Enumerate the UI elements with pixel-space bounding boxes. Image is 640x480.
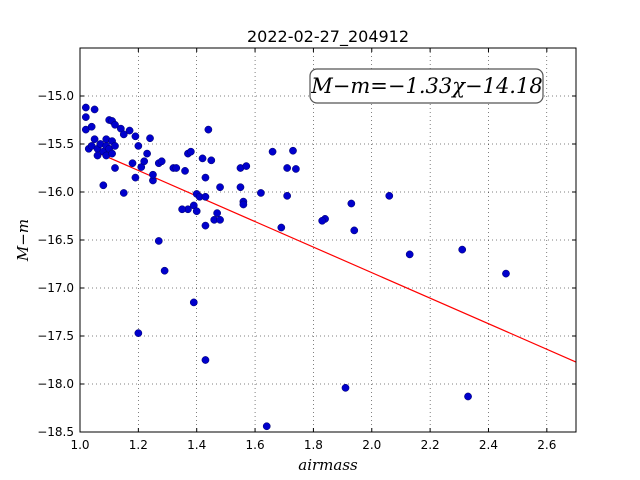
data-point	[502, 269, 510, 278]
data-point	[262, 422, 271, 431]
data-points	[81, 103, 510, 431]
data-point	[131, 173, 140, 182]
data-point	[207, 156, 216, 165]
data-point	[187, 147, 195, 156]
data-point	[128, 159, 137, 168]
data-point	[239, 200, 248, 209]
y-tick-label: −16.5	[37, 233, 74, 247]
fit-equation-frame	[309, 68, 544, 104]
y-tick-label: −15.5	[37, 137, 74, 151]
data-point	[341, 383, 350, 392]
fit-line-layer	[100, 153, 577, 363]
data-point	[93, 151, 102, 160]
data-point	[201, 192, 210, 201]
data-point	[119, 189, 128, 197]
data-point	[154, 237, 163, 245]
x-tick-label: 1.4	[187, 438, 206, 452]
chart-title: 2022-02-27_204912	[247, 27, 409, 47]
x-tick-label: 1.2	[129, 438, 148, 452]
data-point	[111, 164, 119, 172]
y-axis-label: M−m	[14, 219, 32, 262]
data-point	[201, 221, 210, 230]
x-axis-label: airmass	[298, 456, 358, 474]
data-point	[119, 130, 128, 139]
data-point	[146, 134, 154, 143]
plot-frame	[79, 47, 577, 433]
data-point	[464, 392, 472, 401]
data-point	[90, 135, 99, 144]
data-point	[385, 191, 394, 200]
data-point	[292, 165, 300, 173]
data-point	[236, 183, 245, 192]
data-point	[178, 205, 186, 214]
data-point	[213, 209, 221, 217]
data-point	[289, 146, 297, 155]
x-tick-label: 1.6	[246, 438, 265, 452]
data-point	[350, 226, 359, 235]
data-point	[405, 250, 414, 259]
fit-equation: M−m=−1.33χ−14.18	[310, 74, 542, 98]
y-tick-label: −18.5	[37, 425, 74, 439]
data-point	[87, 122, 96, 131]
data-point	[108, 149, 116, 158]
data-point	[204, 125, 213, 134]
data-point	[268, 147, 277, 156]
x-tick-label: 1.8	[304, 438, 323, 452]
data-point	[201, 173, 210, 182]
x-tick-label: 2.4	[479, 438, 498, 452]
x-tick-label: 2.6	[537, 438, 556, 452]
data-point	[134, 329, 143, 337]
data-point	[257, 189, 265, 197]
data-point	[111, 142, 119, 150]
data-point	[149, 170, 157, 179]
data-point	[189, 298, 198, 307]
data-point	[160, 266, 169, 275]
data-point	[131, 132, 140, 141]
y-tick-label: −18.0	[37, 377, 74, 391]
data-point	[192, 207, 201, 216]
grid	[79, 48, 576, 433]
data-point	[181, 167, 189, 175]
data-point	[283, 164, 292, 172]
data-point	[134, 142, 143, 150]
data-point	[201, 356, 210, 364]
data-point	[99, 181, 108, 190]
axis-ticks: 1.0 1.2 1.4 1.6 1.8 2.0 2.2 2.4 2.6 −15.0 −15.5 −16…	[37, 48, 576, 452]
data-point	[81, 113, 90, 121]
data-point	[81, 103, 90, 112]
y-tick-label: −16.0	[37, 185, 74, 199]
fit-line	[100, 153, 577, 363]
y-tick-label: −15.0	[37, 89, 74, 103]
data-point	[172, 164, 181, 172]
data-point	[216, 183, 224, 192]
data-point	[216, 215, 224, 224]
y-tick-label: −17.5	[37, 329, 74, 343]
data-point	[283, 191, 292, 200]
data-point	[277, 223, 286, 232]
data-point	[242, 162, 251, 170]
x-tick-label: 1.0	[70, 438, 89, 452]
y-tick-label: −17.0	[37, 281, 74, 295]
data-point	[90, 105, 99, 114]
data-point	[458, 245, 467, 254]
data-point	[143, 149, 151, 158]
fit-equation-box: M−m=−1.33χ−14.18	[309, 68, 544, 104]
data-point	[347, 199, 356, 208]
data-point	[318, 216, 327, 225]
data-point	[111, 120, 119, 129]
data-point	[198, 154, 207, 163]
data-point	[125, 126, 134, 135]
data-point	[140, 157, 149, 166]
x-tick-label: 2.0	[362, 438, 381, 452]
data-point	[157, 157, 166, 166]
x-tick-label: 2.2	[421, 438, 440, 452]
